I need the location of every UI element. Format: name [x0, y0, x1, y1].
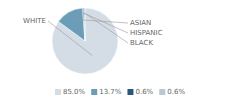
leader-line: [48, 21, 92, 56]
chart: WHITE ASIAN HISPANIC BLACK 85.0% 13.7% 0.6% 0.6…: [0, 0, 240, 100]
pie-slice: [58, 8, 85, 41]
leader-line: [84, 13, 128, 43]
legend-label: 0.6%: [135, 88, 153, 96]
slice-label: WHITE: [23, 17, 46, 25]
legend-item: 85.0%: [55, 88, 86, 96]
legend-swatch: [55, 89, 61, 95]
pie-slice: [52, 8, 118, 74]
leader-line: [83, 13, 128, 33]
legend-swatch: [91, 89, 97, 95]
annotations: WHITE ASIAN HISPANIC BLACK: [23, 13, 163, 56]
slice-label: HISPANIC: [130, 29, 163, 37]
slice-label: ASIAN: [130, 19, 151, 27]
legend-swatch: [159, 89, 165, 95]
legend-item: 0.6%: [159, 88, 185, 96]
legend-item: 0.6%: [127, 88, 153, 96]
legend-label: 0.6%: [167, 88, 185, 96]
slice-label: BLACK: [130, 39, 153, 47]
legend-swatch: [127, 89, 133, 95]
legend: 85.0% 13.7% 0.6% 0.6%: [55, 88, 185, 96]
legend-label: 13.7%: [99, 88, 122, 96]
legend-item: 13.7%: [91, 88, 122, 96]
pie: [52, 8, 118, 74]
leader-line: [73, 19, 128, 23]
legend-label: 85.0%: [63, 88, 86, 96]
